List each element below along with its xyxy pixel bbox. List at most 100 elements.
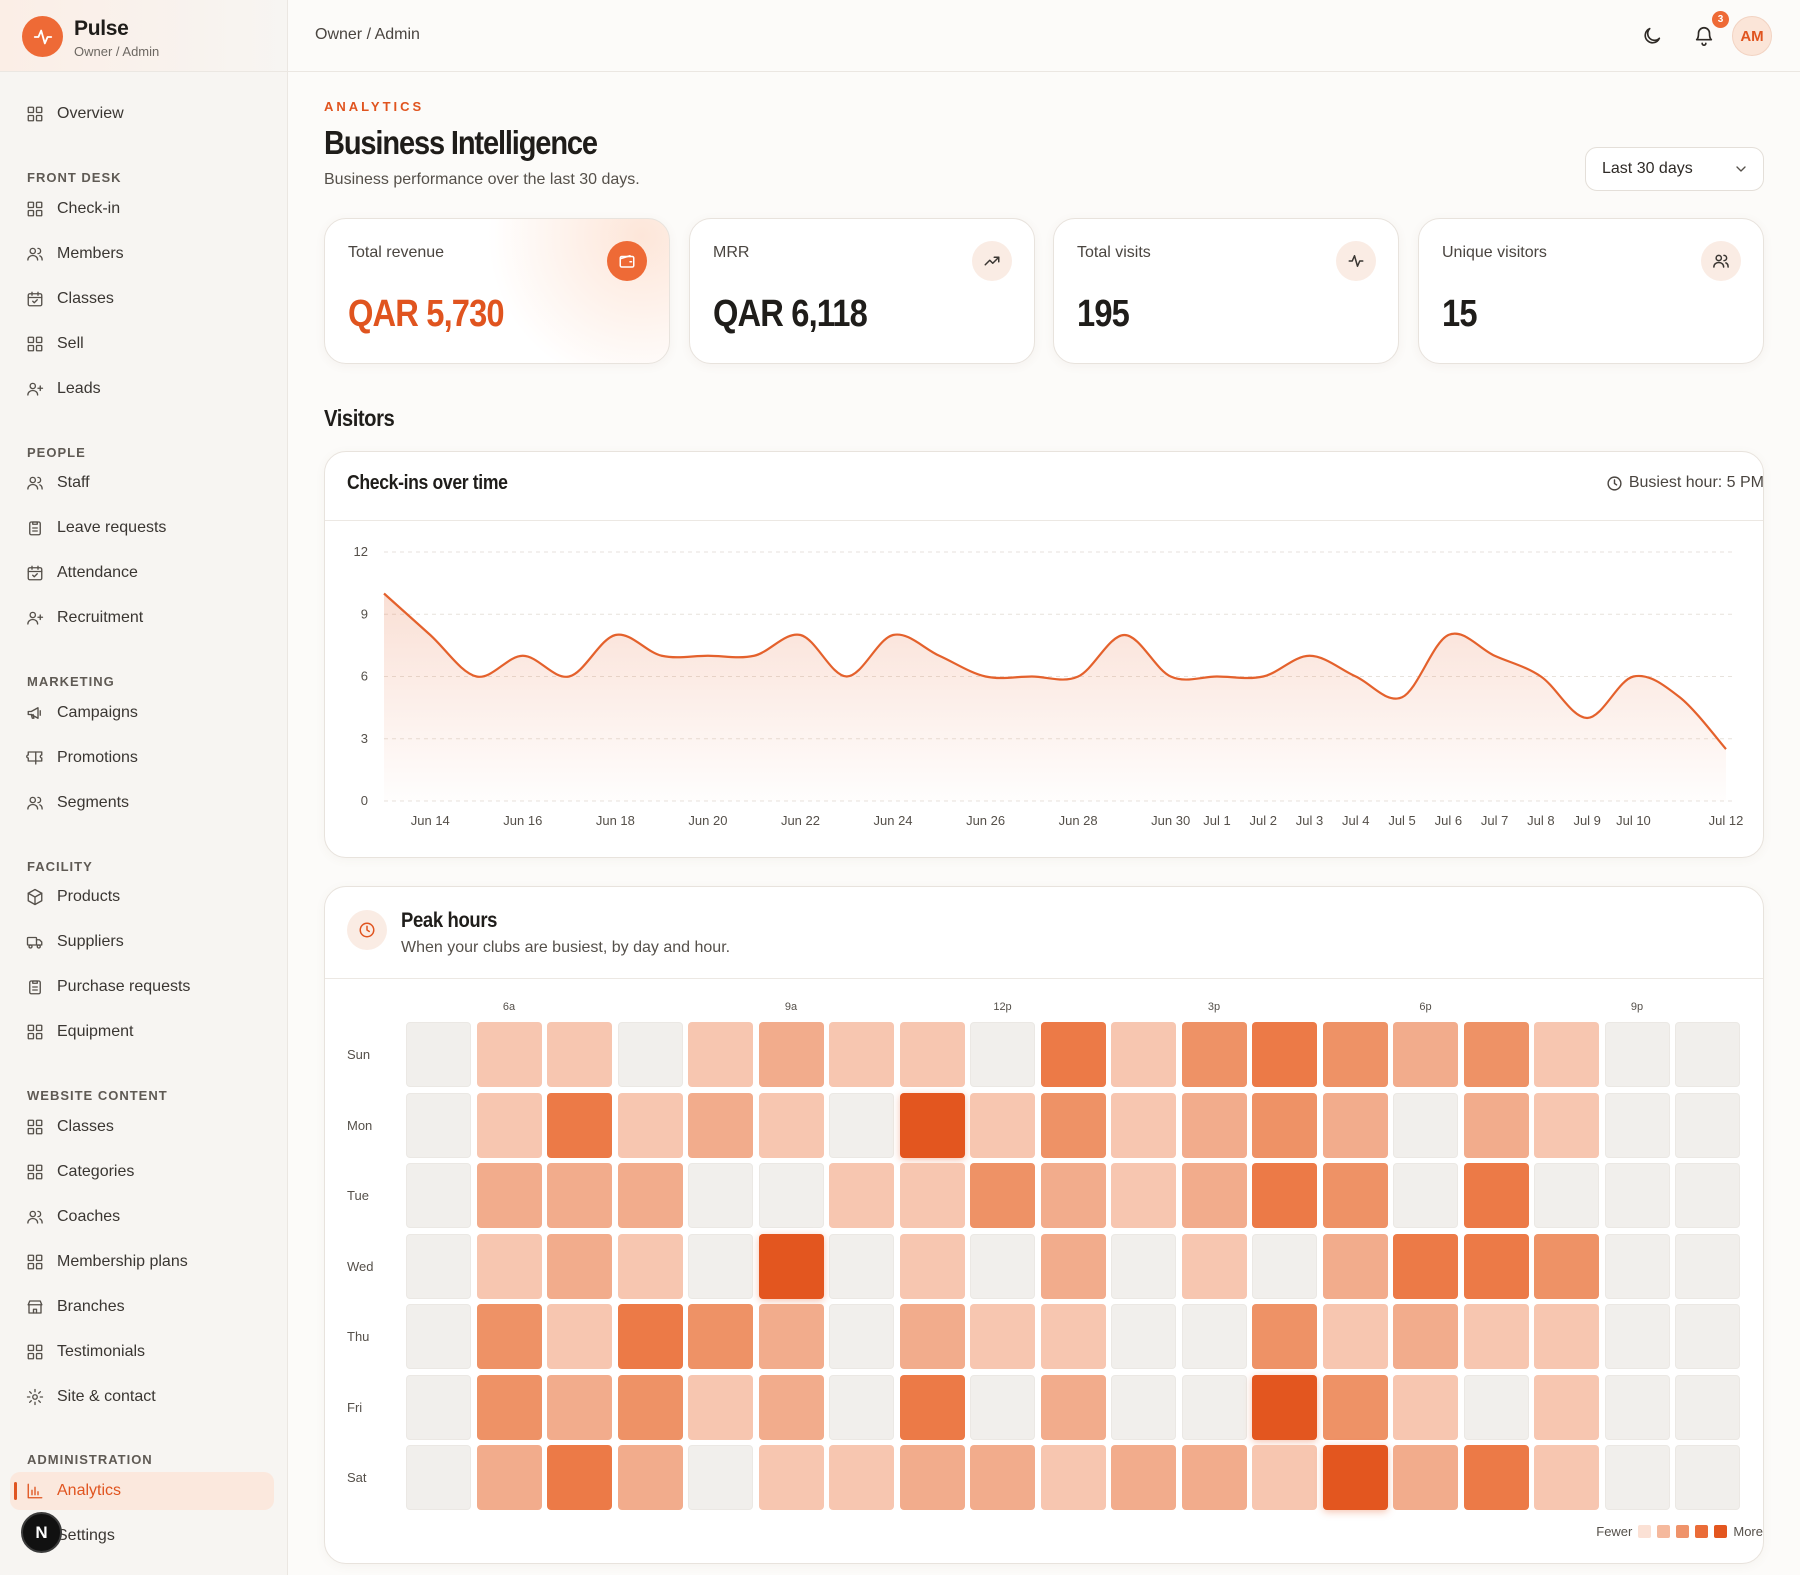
- heatmap-cell[interactable]: [1181, 1304, 1247, 1369]
- heatmap-cell[interactable]: [406, 1092, 471, 1158]
- heatmap-cell[interactable]: [970, 1304, 1035, 1369]
- heatmap-cell[interactable]: [899, 1233, 965, 1299]
- heatmap-cell[interactable]: [617, 1092, 683, 1158]
- heatmap-cell[interactable]: [899, 1092, 965, 1158]
- data-point[interactable]: [1676, 693, 1684, 701]
- heatmap-cell[interactable]: [1534, 1304, 1599, 1369]
- heatmap-cell[interactable]: [1040, 1163, 1106, 1228]
- data-point[interactable]: [1120, 631, 1128, 639]
- data-point[interactable]: [519, 652, 527, 660]
- heatmap-cell[interactable]: [1604, 1304, 1670, 1369]
- heatmap-cell[interactable]: [476, 1445, 542, 1510]
- heatmap-cell[interactable]: [1040, 1374, 1106, 1440]
- heatmap-cell[interactable]: [1463, 1304, 1529, 1369]
- sidebar-item-leads[interactable]: Leads: [10, 370, 274, 408]
- data-point[interactable]: [1398, 693, 1406, 701]
- heatmap-cell[interactable]: [1322, 1374, 1388, 1440]
- heatmap-cell[interactable]: [758, 1022, 824, 1087]
- heatmap-cell[interactable]: [1040, 1445, 1106, 1510]
- heatmap-cell[interactable]: [1463, 1092, 1529, 1158]
- heatmap-cell[interactable]: [970, 1233, 1035, 1299]
- heatmap-cell[interactable]: [1463, 1445, 1529, 1510]
- sidebar-item-categories[interactable]: Categories: [10, 1153, 274, 1191]
- heatmap-cell[interactable]: [1111, 1304, 1176, 1369]
- sidebar-item-check-in[interactable]: Check-in: [10, 190, 274, 228]
- heatmap-cell[interactable]: [899, 1445, 965, 1510]
- heatmap-cell[interactable]: [1675, 1374, 1740, 1440]
- data-point[interactable]: [1213, 673, 1221, 681]
- sidebar-item-equipment[interactable]: Equipment: [10, 1013, 274, 1051]
- heatmap-cell[interactable]: [829, 1092, 894, 1158]
- heatmap-cell[interactable]: [1040, 1092, 1106, 1158]
- heatmap-cell[interactable]: [1534, 1445, 1599, 1510]
- heatmap-cell[interactable]: [547, 1233, 612, 1299]
- heatmap-cell[interactable]: [617, 1445, 683, 1510]
- heatmap-cell[interactable]: [617, 1022, 683, 1087]
- data-point[interactable]: [1259, 673, 1267, 681]
- n-badge-icon[interactable]: N: [21, 1512, 62, 1553]
- data-point[interactable]: [1306, 652, 1314, 660]
- heatmap-cell[interactable]: [1040, 1022, 1106, 1087]
- heatmap-cell[interactable]: [1675, 1304, 1740, 1369]
- heatmap-cell[interactable]: [1181, 1233, 1247, 1299]
- sidebar-item-segments[interactable]: Segments: [10, 784, 274, 822]
- heatmap-cell[interactable]: [758, 1304, 824, 1369]
- heatmap-cell[interactable]: [1463, 1233, 1529, 1299]
- heatmap-cell[interactable]: [688, 1092, 753, 1158]
- data-point[interactable]: [889, 631, 897, 639]
- data-point[interactable]: [1629, 673, 1637, 681]
- heatmap-cell[interactable]: [1534, 1163, 1599, 1228]
- heatmap-cell[interactable]: [1675, 1233, 1740, 1299]
- heatmap-cell[interactable]: [1322, 1304, 1388, 1369]
- sidebar-item-classes[interactable]: Classes: [10, 1108, 274, 1146]
- heatmap-cell[interactable]: [899, 1022, 965, 1087]
- heatmap-cell[interactable]: [617, 1374, 683, 1440]
- heatmap-cell[interactable]: [1111, 1092, 1176, 1158]
- data-point[interactable]: [1491, 652, 1499, 660]
- heatmap-cell[interactable]: [1463, 1022, 1529, 1087]
- heatmap-cell[interactable]: [758, 1233, 824, 1299]
- heatmap-cell[interactable]: [1322, 1233, 1388, 1299]
- data-point[interactable]: [1167, 673, 1175, 681]
- heatmap-cell[interactable]: [688, 1022, 753, 1087]
- avatar[interactable]: AM: [1732, 16, 1772, 56]
- heatmap-cell[interactable]: [476, 1233, 542, 1299]
- heatmap-cell[interactable]: [1393, 1233, 1458, 1299]
- data-point[interactable]: [1722, 745, 1730, 753]
- heatmap-cell[interactable]: [1463, 1163, 1529, 1228]
- heatmap-cell[interactable]: [1393, 1445, 1458, 1510]
- heatmap-cell[interactable]: [1181, 1163, 1247, 1228]
- heatmap-cell[interactable]: [476, 1092, 542, 1158]
- heatmap-cell[interactable]: [617, 1163, 683, 1228]
- date-range-select[interactable]: Last 30 days: [1585, 147, 1764, 191]
- heatmap-cell[interactable]: [970, 1374, 1035, 1440]
- heatmap-cell[interactable]: [758, 1092, 824, 1158]
- moon-icon[interactable]: [1638, 22, 1666, 50]
- data-point[interactable]: [658, 652, 666, 660]
- heatmap-cell[interactable]: [1604, 1445, 1670, 1510]
- data-point[interactable]: [704, 652, 712, 660]
- heatmap-cell[interactable]: [1111, 1233, 1176, 1299]
- heatmap-cell[interactable]: [1252, 1374, 1317, 1440]
- heatmap-cell[interactable]: [547, 1445, 612, 1510]
- heatmap-cell[interactable]: [1393, 1304, 1458, 1369]
- sidebar-item-membership-plans[interactable]: Membership plans: [10, 1243, 274, 1281]
- sidebar-item-leave-requests[interactable]: Leave requests: [10, 509, 274, 547]
- heatmap-cell[interactable]: [1393, 1374, 1458, 1440]
- heatmap-cell[interactable]: [476, 1374, 542, 1440]
- data-point[interactable]: [796, 631, 804, 639]
- heatmap-cell[interactable]: [617, 1233, 683, 1299]
- heatmap-cell[interactable]: [829, 1304, 894, 1369]
- heatmap-cell[interactable]: [1604, 1163, 1670, 1228]
- sidebar-item-attendance[interactable]: Attendance: [10, 554, 274, 592]
- heatmap-cell[interactable]: [1181, 1374, 1247, 1440]
- data-point[interactable]: [1444, 631, 1452, 639]
- data-point[interactable]: [935, 652, 943, 660]
- data-point[interactable]: [1074, 673, 1082, 681]
- heatmap-cell[interactable]: [1111, 1022, 1176, 1087]
- heatmap-cell[interactable]: [1534, 1022, 1599, 1087]
- heatmap-cell[interactable]: [1040, 1233, 1106, 1299]
- heatmap-cell[interactable]: [406, 1233, 471, 1299]
- sidebar-item-coaches[interactable]: Coaches: [10, 1198, 274, 1236]
- heatmap-cell[interactable]: [1252, 1233, 1317, 1299]
